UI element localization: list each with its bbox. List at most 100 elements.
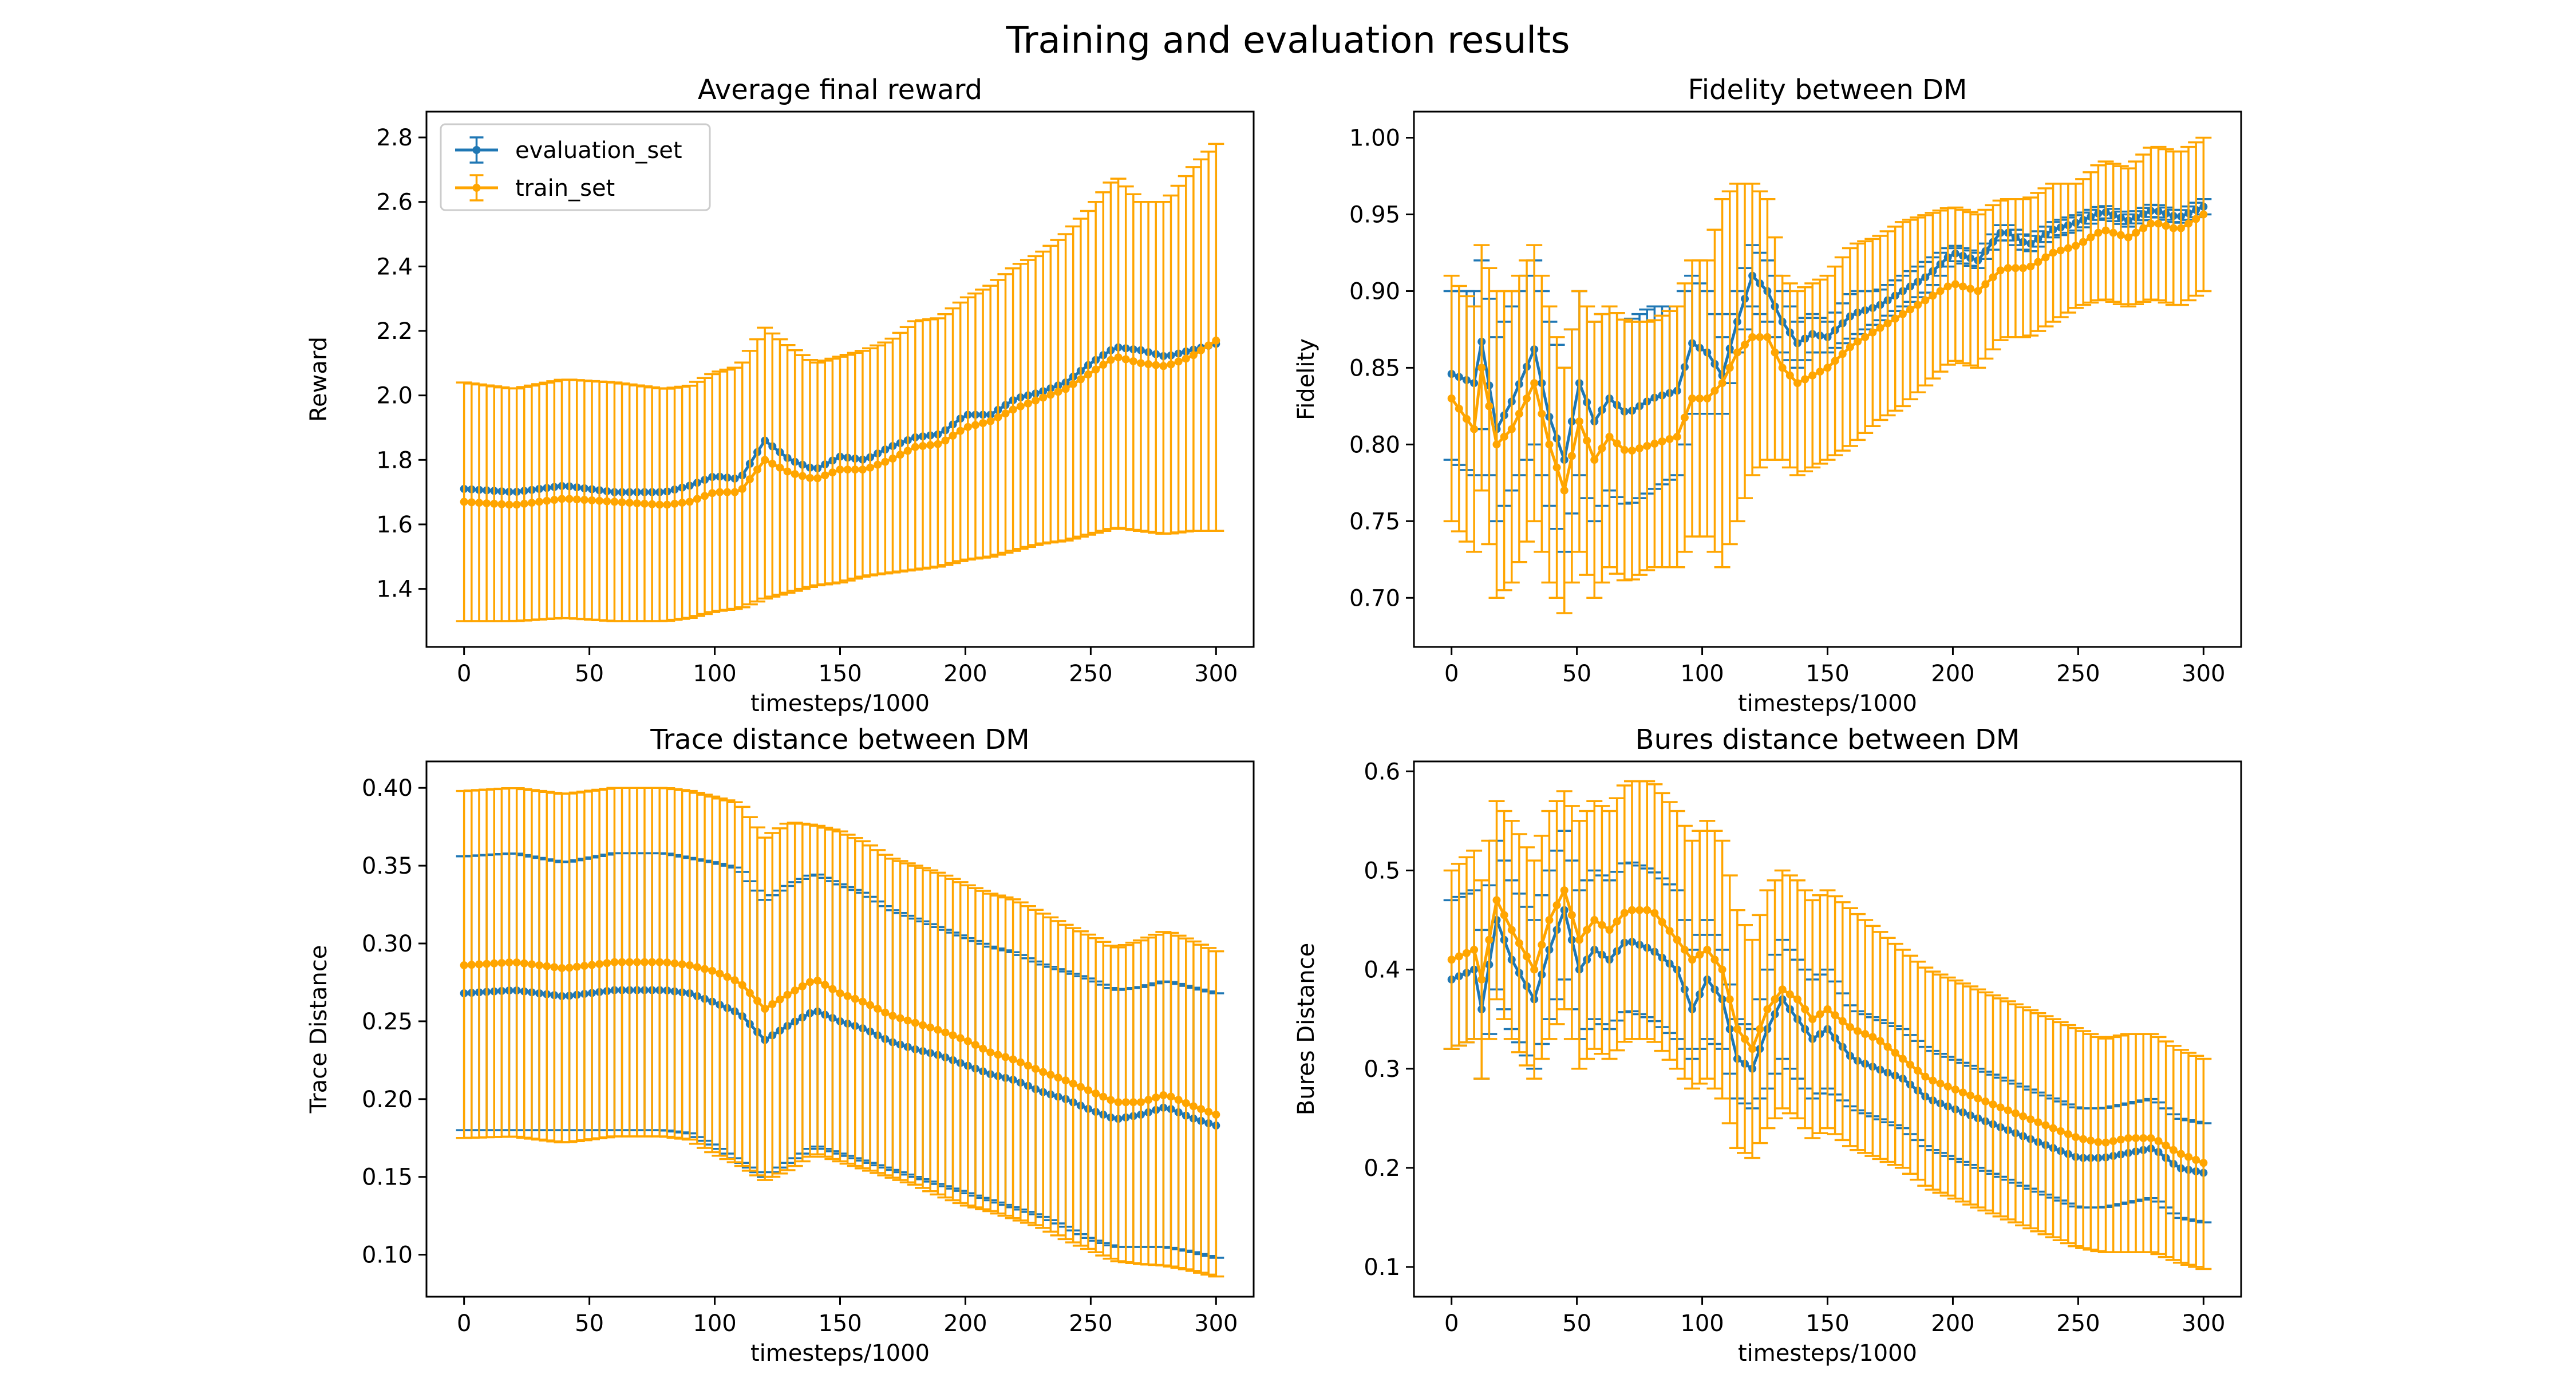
- data-point: [2101, 1138, 2110, 1147]
- data-point: [2109, 1137, 2117, 1146]
- y-tick-label: 0.25: [362, 1009, 413, 1035]
- data-point: [1996, 1103, 2005, 1112]
- data-point: [2184, 219, 2193, 228]
- data-point: [2087, 233, 2095, 242]
- data-point: [1560, 486, 1568, 495]
- data-point: [874, 460, 882, 469]
- data-point: [1771, 348, 1779, 357]
- y-tick-label: 1.8: [376, 447, 413, 473]
- data-point: [520, 499, 528, 508]
- data-point: [1771, 995, 1779, 1004]
- data-point: [633, 958, 641, 966]
- data-point: [1627, 447, 1636, 455]
- data-point: [1009, 405, 1017, 414]
- data-point: [986, 417, 995, 425]
- data-point: [497, 500, 506, 508]
- data-point: [1560, 886, 1568, 895]
- x-axis-label: timesteps/1000: [750, 1340, 930, 1367]
- data-point: [1455, 404, 1463, 413]
- data-point: [1583, 926, 1591, 934]
- y-tick-label: 0.35: [362, 853, 413, 879]
- data-point: [1129, 357, 1137, 365]
- y-tick-label: 0.40: [362, 775, 413, 802]
- data-point: [1069, 380, 1077, 388]
- data-point: [1958, 1088, 1967, 1097]
- data-point: [1733, 1025, 1741, 1033]
- data-point: [941, 1028, 950, 1037]
- data-point: [986, 1048, 995, 1057]
- data-point: [881, 457, 890, 466]
- data-point: [2101, 226, 2110, 235]
- data-point: [1159, 1091, 1168, 1100]
- data-point: [903, 447, 912, 455]
- data-point: [956, 1034, 965, 1043]
- data-point: [1838, 1017, 1847, 1025]
- data-point: [1688, 394, 1697, 402]
- y-tick-label: 0.20: [362, 1087, 413, 1113]
- data-point: [1703, 394, 1712, 402]
- data-point: [1868, 328, 1877, 337]
- data-point: [1470, 945, 1479, 954]
- data-point: [1046, 1071, 1055, 1079]
- data-point: [1515, 409, 1523, 418]
- data-point: [2019, 1112, 2028, 1120]
- data-point: [994, 1051, 1002, 1059]
- x-tick-label: 50: [1562, 661, 1591, 687]
- data-point: [783, 467, 792, 476]
- data-point: [1136, 1098, 1145, 1107]
- data-point: [979, 419, 987, 428]
- data-point: [919, 1021, 927, 1029]
- x-tick-label: 300: [1194, 661, 1238, 687]
- data-point: [467, 498, 476, 507]
- data-point: [1197, 1105, 1206, 1114]
- data-point: [1710, 956, 1719, 964]
- data-point: [1974, 1094, 1982, 1103]
- data-point: [678, 960, 686, 969]
- data-point: [2049, 248, 2057, 257]
- data-point: [1725, 364, 1734, 372]
- data-point: [1943, 282, 1952, 291]
- data-point: [2169, 1146, 2178, 1154]
- y-tick-label: 0.70: [1349, 585, 1400, 611]
- data-point: [896, 451, 904, 459]
- data-point: [1966, 1091, 1975, 1100]
- data-point: [1966, 285, 1975, 293]
- data-point: [963, 1037, 972, 1045]
- data-point: [603, 959, 611, 968]
- data-point: [1696, 950, 1704, 959]
- data-point: [1989, 1100, 1997, 1109]
- data-point: [776, 463, 784, 472]
- data-point: [776, 995, 784, 1004]
- data-point: [618, 958, 626, 966]
- data-point: [595, 960, 604, 968]
- data-point: [903, 1016, 912, 1025]
- data-point: [1538, 409, 1546, 418]
- data-point: [2004, 264, 2012, 273]
- y-axis-label: Trace Distance: [306, 945, 332, 1114]
- data-point: [603, 497, 611, 506]
- data-point: [1943, 1082, 1952, 1091]
- data-point: [2147, 1134, 2155, 1142]
- data-point: [565, 495, 574, 503]
- y-tick-label: 0.2: [1364, 1155, 1400, 1182]
- data-point: [1906, 305, 1914, 314]
- data-point: [2011, 264, 2020, 273]
- data-point: [1981, 280, 1990, 289]
- data-point: [1189, 351, 1198, 360]
- data-point: [1477, 975, 1486, 984]
- data-point: [1665, 435, 1674, 443]
- data-point: [648, 500, 657, 508]
- y-tick-label: 0.3: [1364, 1056, 1400, 1083]
- data-point: [1507, 425, 1516, 433]
- data-point: [1846, 343, 1854, 352]
- data-point: [1921, 296, 1930, 305]
- data-point: [1545, 916, 1554, 925]
- data-point: [1808, 1015, 1817, 1024]
- data-point: [798, 472, 807, 480]
- data-point: [1092, 365, 1100, 374]
- data-point: [2162, 1141, 2170, 1150]
- data-point: [1748, 333, 1757, 341]
- data-point: [2034, 1118, 2042, 1127]
- data-point: [1462, 414, 1471, 423]
- data-point: [1876, 1037, 1884, 1045]
